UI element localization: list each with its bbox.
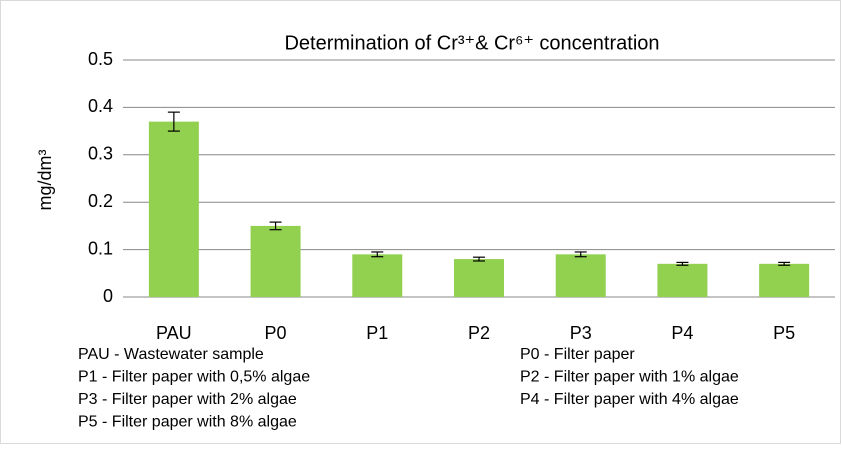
- x-tick-label: PAU: [156, 323, 192, 343]
- y-axis-label: mg/dm³: [35, 149, 55, 210]
- bar: [555, 254, 606, 297]
- legend-note: P1 - Filter paper with 0,5% algae: [78, 369, 310, 386]
- legend-note: P2 - Filter paper with 1% algae: [520, 369, 739, 386]
- legend-note: P3 - Filter paper with 2% algae: [78, 391, 297, 408]
- x-tick-label: P0: [265, 323, 287, 343]
- chart-title: Determination of Cr³⁺& Cr⁶⁺ concentratio…: [284, 32, 659, 54]
- legend-note: P4 - Filter paper with 4% algae: [520, 391, 739, 408]
- x-tick-label: P5: [773, 323, 795, 343]
- bar: [250, 225, 301, 297]
- y-tick-label: 0: [103, 286, 113, 306]
- legend-note: P0 - Filter paper: [520, 346, 635, 363]
- bar: [454, 259, 504, 297]
- y-tick-label: 0.1: [88, 238, 113, 258]
- x-tick-label: P2: [468, 323, 490, 343]
- bar: [657, 263, 708, 297]
- y-tick-label: 0.3: [88, 144, 113, 164]
- bar: [352, 254, 403, 297]
- x-tick-label: P3: [570, 323, 592, 343]
- y-tick-label: 0.5: [88, 49, 113, 69]
- bar: [759, 263, 810, 297]
- x-tick-label: P1: [366, 323, 388, 343]
- x-tick-label: P4: [671, 323, 693, 343]
- legend-note: PAU - Wastewater sample: [78, 346, 264, 363]
- legend-note: P5 - Filter paper with 8% algae: [78, 414, 297, 431]
- bar: [148, 121, 199, 298]
- y-tick-label: 0.4: [88, 96, 113, 116]
- y-tick-label: 0.2: [88, 191, 113, 211]
